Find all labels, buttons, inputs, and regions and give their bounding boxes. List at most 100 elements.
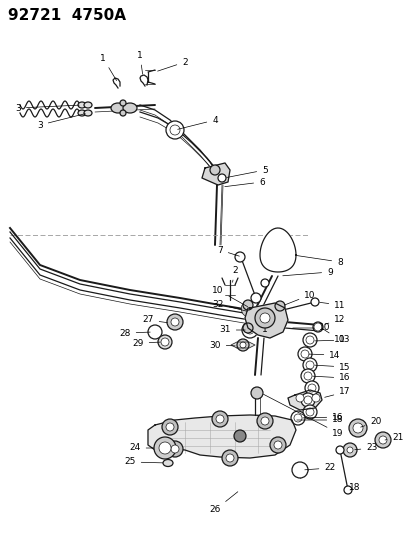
Circle shape	[269, 437, 285, 453]
Text: 19: 19	[263, 394, 343, 438]
Text: 16: 16	[312, 374, 350, 383]
Circle shape	[291, 462, 307, 478]
Circle shape	[221, 450, 237, 466]
Text: 26: 26	[209, 492, 237, 514]
Circle shape	[342, 443, 356, 457]
Text: 31: 31	[219, 326, 244, 335]
Circle shape	[303, 396, 311, 404]
Circle shape	[352, 423, 362, 433]
Circle shape	[260, 279, 268, 287]
Circle shape	[120, 100, 126, 106]
Ellipse shape	[260, 308, 267, 320]
Circle shape	[171, 318, 178, 326]
Circle shape	[295, 394, 303, 402]
Text: 8: 8	[295, 255, 342, 266]
Ellipse shape	[111, 103, 125, 113]
Circle shape	[312, 322, 322, 332]
Circle shape	[209, 165, 219, 175]
Ellipse shape	[78, 102, 86, 108]
Text: 92721  4750A: 92721 4750A	[8, 8, 126, 23]
Circle shape	[303, 372, 311, 380]
Text: 15: 15	[314, 362, 350, 372]
Text: 18: 18	[296, 416, 343, 424]
Ellipse shape	[123, 103, 137, 113]
Circle shape	[256, 413, 272, 429]
Circle shape	[242, 300, 252, 310]
Polygon shape	[230, 342, 254, 348]
Ellipse shape	[78, 110, 86, 116]
Circle shape	[242, 322, 257, 338]
Circle shape	[218, 174, 225, 182]
Circle shape	[159, 442, 171, 454]
Circle shape	[236, 339, 248, 351]
Text: 10: 10	[284, 290, 315, 305]
Circle shape	[290, 411, 304, 425]
Circle shape	[154, 437, 176, 459]
Circle shape	[305, 361, 313, 369]
Circle shape	[254, 308, 274, 328]
Circle shape	[233, 430, 245, 442]
Circle shape	[120, 110, 126, 116]
Text: 23: 23	[354, 443, 377, 453]
Circle shape	[293, 414, 301, 422]
Circle shape	[273, 441, 281, 449]
Circle shape	[166, 441, 183, 457]
Circle shape	[166, 314, 183, 330]
Polygon shape	[147, 415, 295, 458]
Text: 13: 13	[314, 335, 350, 344]
Circle shape	[250, 293, 260, 303]
Circle shape	[216, 415, 223, 423]
Circle shape	[166, 423, 173, 431]
Text: 10: 10	[292, 324, 330, 333]
Circle shape	[346, 447, 352, 453]
Circle shape	[374, 432, 390, 448]
Circle shape	[311, 394, 319, 402]
Circle shape	[304, 381, 318, 395]
Text: 1: 1	[100, 53, 116, 80]
Circle shape	[343, 486, 351, 494]
Circle shape	[260, 318, 274, 332]
Text: 1: 1	[261, 325, 267, 335]
Circle shape	[158, 335, 171, 349]
Circle shape	[335, 446, 343, 454]
Circle shape	[348, 419, 366, 437]
Circle shape	[250, 387, 262, 399]
Text: 6: 6	[224, 177, 264, 187]
Circle shape	[313, 323, 321, 331]
Text: 28: 28	[119, 328, 150, 337]
Text: 24: 24	[129, 443, 162, 453]
Circle shape	[166, 121, 183, 139]
Ellipse shape	[248, 306, 255, 318]
Text: 20: 20	[360, 417, 381, 427]
Text: 16: 16	[302, 413, 343, 422]
Circle shape	[302, 358, 316, 372]
Ellipse shape	[163, 459, 173, 466]
Text: 3: 3	[37, 114, 85, 130]
Ellipse shape	[84, 110, 92, 116]
Text: 5: 5	[226, 166, 267, 177]
Circle shape	[245, 326, 254, 334]
Text: 4: 4	[177, 116, 217, 130]
Circle shape	[305, 336, 313, 344]
Circle shape	[170, 125, 180, 135]
Circle shape	[260, 417, 268, 425]
Text: 18: 18	[349, 483, 360, 492]
Text: 10: 10	[322, 328, 345, 344]
Text: 29: 29	[132, 338, 160, 348]
Ellipse shape	[241, 304, 248, 316]
Circle shape	[302, 333, 316, 347]
Circle shape	[211, 411, 228, 427]
Text: 27: 27	[142, 316, 167, 325]
Circle shape	[240, 342, 245, 348]
Text: 30: 30	[209, 341, 235, 350]
Text: 21: 21	[384, 432, 403, 441]
Circle shape	[302, 405, 316, 419]
Circle shape	[259, 313, 269, 323]
Ellipse shape	[254, 307, 261, 319]
Circle shape	[310, 298, 318, 306]
Circle shape	[161, 338, 169, 346]
Circle shape	[161, 419, 178, 435]
Text: 32: 32	[212, 300, 247, 311]
Polygon shape	[202, 163, 230, 185]
Text: 9: 9	[282, 268, 332, 277]
